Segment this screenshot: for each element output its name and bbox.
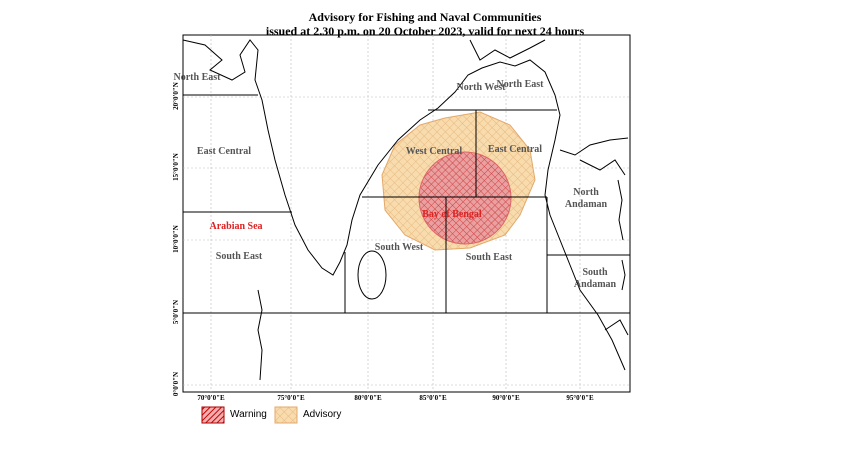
region-label: North West xyxy=(456,82,506,93)
region-label: East Central xyxy=(487,144,543,155)
lat-label: 20°0'0"N xyxy=(172,82,180,110)
lat-label: 5°0'0"N xyxy=(172,299,180,325)
title: Advisory for Fishing and Naval Communiti… xyxy=(308,10,542,24)
lon-label: 80°0'0"E xyxy=(354,394,382,402)
sea-label: Bay of Bengal xyxy=(422,209,482,220)
lat-label: 15°0'0"N xyxy=(172,153,180,181)
warning-area xyxy=(418,151,512,245)
coastline xyxy=(182,39,629,381)
region-label: West Central xyxy=(405,146,463,157)
lon-label: 95°0'0"E xyxy=(566,394,594,402)
lon-label: 85°0'0"E xyxy=(419,394,447,402)
region-label: East Central xyxy=(196,146,252,157)
lon-label: 70°0'0"E xyxy=(197,394,225,402)
region-label: South East xyxy=(465,252,513,263)
region-label: North East xyxy=(173,72,221,83)
legend-warning-swatch xyxy=(201,406,225,424)
region-label: South West xyxy=(374,242,424,253)
legend-advisory-swatch xyxy=(274,406,298,424)
lat-label: 0°0'0"N xyxy=(172,371,180,397)
subtitle: issued at 2.30 p.m. on 20 October 2023, … xyxy=(265,24,585,38)
region-label: North Andaman xyxy=(564,187,608,210)
legend-label: Warning xyxy=(230,409,267,420)
region-boundaries xyxy=(183,94,630,314)
lon-label: 75°0'0"E xyxy=(277,394,305,402)
lon-label: 90°0'0"E xyxy=(492,394,520,402)
region-label: South Andaman xyxy=(573,267,617,290)
lat-label: 10°0'0"N xyxy=(172,225,180,253)
region-label: North East xyxy=(496,79,544,90)
sea-label: Arabian Sea xyxy=(209,221,263,232)
legend-label: Advisory xyxy=(303,409,342,420)
region-label: South East xyxy=(215,251,263,262)
